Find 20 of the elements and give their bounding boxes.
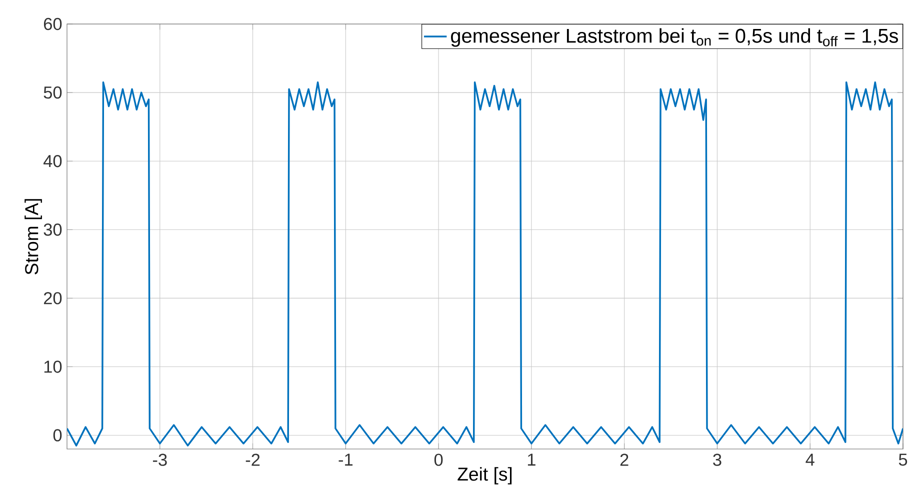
y-tick-label: 10 <box>44 360 62 373</box>
y-axis-title: Strom [A] <box>24 199 42 274</box>
y-tick-label: 50 <box>44 86 62 99</box>
x-tick-label: -1 <box>338 454 353 466</box>
x-axis-title: Zeit [s] <box>458 467 512 484</box>
y-tick-label: 40 <box>43 154 62 168</box>
x-tick-label: 1 <box>528 454 536 466</box>
line-series <box>67 81 903 446</box>
x-tick-label: 4 <box>806 454 814 466</box>
x-tick-label: -3 <box>152 454 167 466</box>
y-tick-label: 30 <box>44 224 62 236</box>
y-tick-label: 60 <box>44 18 62 30</box>
x-tick-label: 3 <box>713 454 722 466</box>
x-tick-label: 2 <box>620 454 628 466</box>
y-tick-label: 0 <box>53 429 62 442</box>
x-tick-label: -2 <box>246 454 260 466</box>
legend-label: gemessener Laststrom bei t$_{on}$ = 0,5s und t$_{off}$ = 1,5s <box>451 28 898 47</box>
y-tick-label: 20 <box>44 292 62 304</box>
x-tick-label: 5 <box>898 454 908 466</box>
x-tick-label: 0 <box>434 454 443 466</box>
